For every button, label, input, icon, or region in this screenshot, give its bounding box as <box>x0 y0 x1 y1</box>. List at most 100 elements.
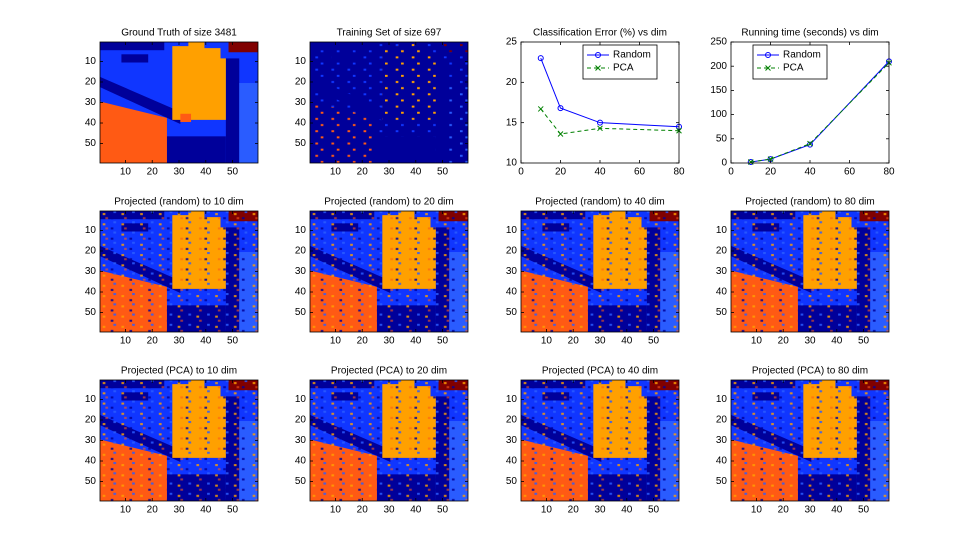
map-region <box>180 113 192 122</box>
marker <box>747 159 754 165</box>
map-mask <box>310 42 468 163</box>
marker <box>597 125 603 132</box>
map-region <box>225 58 240 163</box>
y-tick-label: 20 <box>295 415 307 426</box>
map-region <box>172 42 226 120</box>
y-tick-label: 40 <box>716 287 728 298</box>
x-tick-label: 10 <box>751 336 763 347</box>
x-tick-label: 50 <box>227 336 239 347</box>
y-tick-label: 40 <box>85 456 97 467</box>
subplot-title: Training Set of size 697 <box>337 28 442 39</box>
y-tick-label: 50 <box>85 138 97 149</box>
image-map <box>521 211 679 332</box>
axes-box <box>99 41 259 164</box>
x-tick-label: 40 <box>594 167 606 178</box>
x-tick-label: 40 <box>621 336 633 347</box>
y-tick-label: 40 <box>85 287 97 298</box>
image-map <box>731 211 889 332</box>
marker <box>557 105 564 112</box>
x-tick-label: 60 <box>634 167 646 178</box>
x-tick-label: 50 <box>227 505 239 516</box>
marker <box>537 55 544 62</box>
subplot-title: Projected (random) to 10 dim <box>114 197 244 208</box>
x-tick-label: 40 <box>200 505 212 516</box>
y-tick-label: 20 <box>295 246 307 257</box>
x-tick-label: 20 <box>147 336 159 347</box>
y-tick-label: 10 <box>295 56 307 67</box>
y-tick-label: 30 <box>295 266 307 277</box>
y-tick-label: 20 <box>85 415 97 426</box>
x-tick-label: 40 <box>410 336 422 347</box>
y-tick-label: 10 <box>295 394 307 405</box>
x-tick-label: 10 <box>330 505 342 516</box>
y-tick-label: 20 <box>295 77 307 88</box>
y-tick-label: 50 <box>295 307 307 318</box>
y-tick-label: 10 <box>716 225 728 236</box>
map-noise <box>731 380 889 501</box>
y-tick-label: 20 <box>716 246 728 257</box>
y-tick-label: 30 <box>295 97 307 108</box>
legend-marker <box>595 65 601 71</box>
x-tick-label: 20 <box>555 167 567 178</box>
y-tick-label: 10 <box>85 225 97 236</box>
x-tick-label: 30 <box>383 167 395 178</box>
map-noise <box>731 211 889 332</box>
y-tick-label: 50 <box>716 133 728 144</box>
axes-box <box>520 379 680 502</box>
subplot-title: Running time (seconds) vs dim <box>741 28 878 39</box>
map-region <box>121 54 149 63</box>
marker <box>767 156 774 162</box>
axes-box <box>99 210 259 333</box>
y-tick-label: 250 <box>710 37 727 48</box>
y-tick-label: 200 <box>710 61 727 72</box>
legend-marker <box>765 65 771 71</box>
x-tick-label: 40 <box>410 167 422 178</box>
x-tick-label: 20 <box>357 336 369 347</box>
image-map <box>100 42 258 163</box>
subplot-title: Projected (PCA) to 20 dim <box>331 366 447 377</box>
image-map <box>731 380 889 501</box>
x-tick-label: 20 <box>147 505 159 516</box>
y-tick-label: 10 <box>506 394 518 405</box>
x-tick-label: 50 <box>437 505 449 516</box>
series-line <box>750 62 890 163</box>
legend-box <box>582 44 658 80</box>
marker <box>557 131 564 137</box>
y-tick-label: 10 <box>506 225 518 236</box>
axes-box <box>309 379 469 502</box>
y-tick-label: 40 <box>716 456 728 467</box>
y-tick-label: 0 <box>721 158 727 169</box>
subplot-title: Projected (PCA) to 80 dim <box>752 366 868 377</box>
subplot-title: Classification Error (%) vs dim <box>533 28 667 39</box>
image-map <box>310 380 468 501</box>
legend-label: PCA <box>783 63 804 74</box>
y-tick-label: 40 <box>295 456 307 467</box>
subplot-title: Projected (PCA) to 10 dim <box>121 366 237 377</box>
x-tick-label: 0 <box>518 167 524 178</box>
x-tick-label: 30 <box>804 505 816 516</box>
subplot-title: Projected (random) to 80 dim <box>745 197 875 208</box>
y-tick-label: 150 <box>710 85 727 96</box>
x-tick-label: 50 <box>648 505 660 516</box>
axes-box <box>730 379 890 502</box>
y-tick-label: 10 <box>85 394 97 405</box>
image-map <box>100 211 258 332</box>
y-tick-label: 50 <box>85 307 97 318</box>
subplot-title: Projected (PCA) to 40 dim <box>542 366 658 377</box>
image-map <box>310 42 468 163</box>
map-region <box>166 136 226 163</box>
y-tick-label: 30 <box>85 97 97 108</box>
x-tick-label: 40 <box>200 336 212 347</box>
x-tick-label: 10 <box>120 167 132 178</box>
x-tick-label: 80 <box>673 167 685 178</box>
y-tick-label: 50 <box>85 476 97 487</box>
marker <box>597 119 603 126</box>
x-tick-label: 20 <box>778 505 790 516</box>
image-map <box>521 380 679 501</box>
x-tick-label: 40 <box>410 505 422 516</box>
x-tick-label: 30 <box>383 505 395 516</box>
y-tick-label: 10 <box>295 225 307 236</box>
marker <box>807 140 813 147</box>
x-tick-label: 50 <box>227 167 239 178</box>
